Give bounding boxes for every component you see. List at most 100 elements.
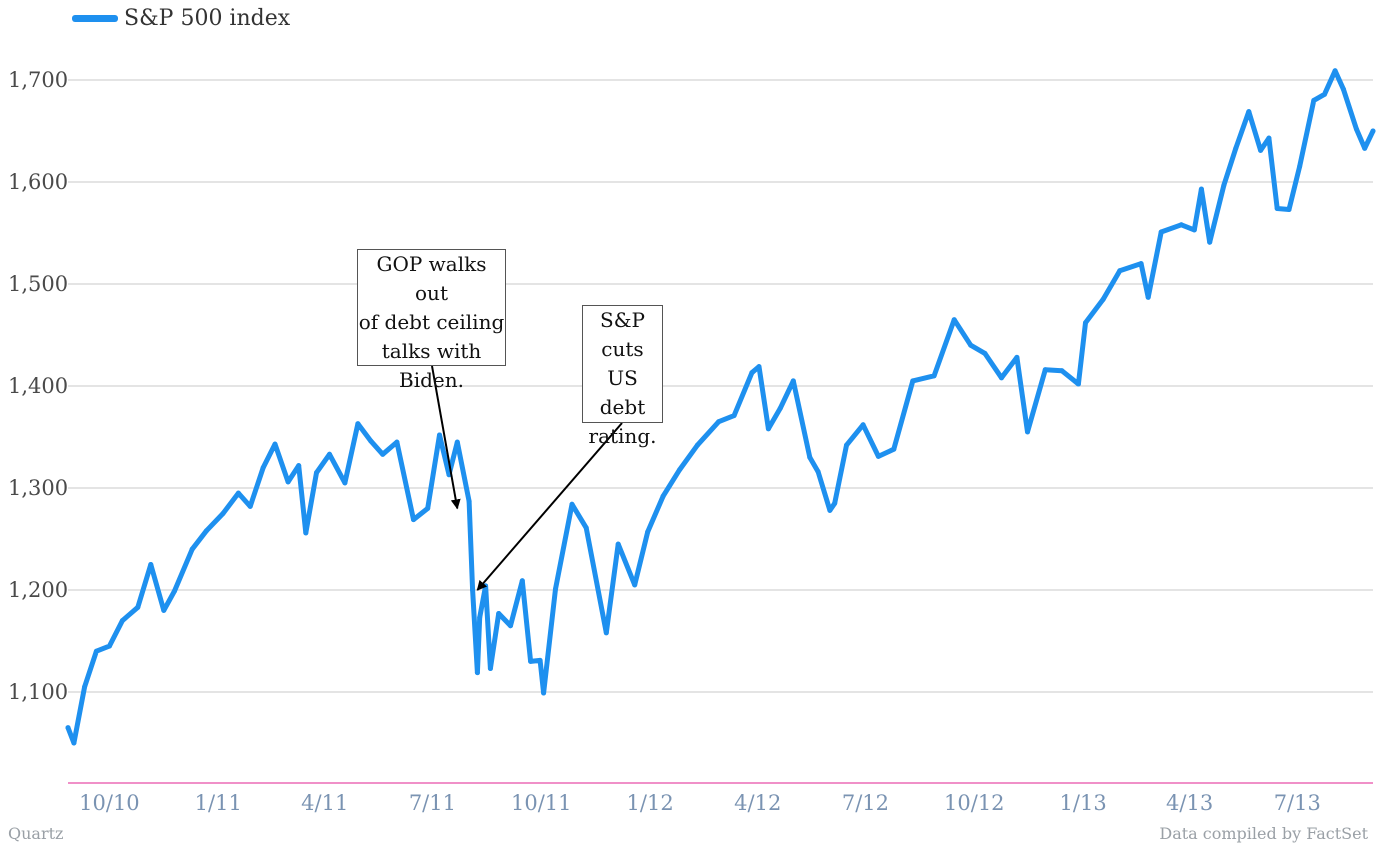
data-point <box>756 364 762 370</box>
data-point <box>148 562 154 567</box>
data-point <box>660 493 666 499</box>
data-point <box>1100 296 1106 302</box>
data-point <box>487 666 493 671</box>
y-axis-ticks: 1,100 1,200 1,300 1,400 1,500 1,600 1,700 <box>8 68 68 704</box>
data-point <box>603 630 609 636</box>
data-point <box>172 588 177 594</box>
data-point <box>1042 367 1048 373</box>
data-point <box>1332 68 1338 74</box>
data-point <box>815 469 821 475</box>
legend-label: S&P 500 index <box>124 6 291 31</box>
data-point <box>583 525 589 531</box>
data-point <box>1025 429 1030 435</box>
x-tick-label: 7/13 <box>1274 791 1321 815</box>
data-point <box>832 500 838 506</box>
data-point <box>454 439 460 445</box>
data-point <box>1258 147 1264 153</box>
annotation-arrows <box>431 365 623 591</box>
data-point <box>1297 164 1303 170</box>
data-point <box>807 454 813 460</box>
data-point <box>1322 91 1327 97</box>
data-point <box>910 378 916 384</box>
data-point <box>1083 320 1088 326</box>
x-tick-label: 10/12 <box>944 791 1005 815</box>
data-point <box>875 453 881 459</box>
data-point <box>470 587 476 593</box>
data-point <box>1191 227 1197 233</box>
data-point <box>541 690 547 696</box>
data-point <box>342 480 348 486</box>
x-tick-label: 10/10 <box>79 791 140 815</box>
data-point <box>968 342 974 348</box>
data-point <box>569 501 575 507</box>
data-point <box>477 615 483 620</box>
data-point <box>483 583 489 589</box>
x-tick-label: 1/13 <box>1060 791 1107 815</box>
data-point <box>1266 135 1272 141</box>
data-point <box>844 442 849 448</box>
x-tick-label: 10/11 <box>511 791 572 815</box>
x-tick-label: 1/12 <box>627 791 674 815</box>
x-tick-label: 4/13 <box>1166 791 1213 815</box>
y-tick-label: 1,500 <box>8 272 68 296</box>
data-point <box>247 503 253 509</box>
data-point <box>508 623 513 629</box>
data-point <box>860 422 866 428</box>
data-point <box>380 451 386 457</box>
data-point <box>1198 186 1204 192</box>
data-point <box>1059 368 1065 374</box>
data-point <box>694 442 700 448</box>
data-point <box>106 643 112 649</box>
data-point <box>891 446 897 452</box>
data-point <box>93 648 99 654</box>
data-point <box>615 541 621 547</box>
data-point <box>82 684 88 690</box>
gridlines <box>68 79 1373 693</box>
data-point <box>632 582 638 588</box>
series-points <box>65 68 1376 746</box>
data-point <box>951 317 957 323</box>
data-point <box>368 438 374 444</box>
x-tick-label: 7/11 <box>409 791 456 815</box>
data-point <box>537 657 543 663</box>
annotation-debt-ceiling: GOP walks out of debt ceiling talks with… <box>357 249 506 392</box>
data-point <box>765 426 771 432</box>
data-point <box>1138 261 1144 267</box>
y-tick-label: 1,300 <box>8 476 68 500</box>
data-point <box>982 350 988 356</box>
data-point <box>189 546 195 552</box>
data-point <box>553 586 558 592</box>
data-point <box>1286 207 1292 212</box>
data-point <box>1145 294 1151 300</box>
data-point <box>1075 381 1081 387</box>
y-tick-label: 1,400 <box>8 374 68 398</box>
x-tick-label: 4/11 <box>301 791 348 815</box>
y-tick-label: 1,200 <box>8 578 68 602</box>
series-line-sp500 <box>65 68 1376 746</box>
data-point <box>203 528 209 534</box>
data-point <box>1340 86 1346 92</box>
legend: S&P 500 index <box>72 6 290 31</box>
data-point <box>394 439 400 445</box>
data-point <box>645 529 651 535</box>
data-point <box>1233 145 1239 151</box>
annotation-arrow <box>431 365 461 510</box>
data-point <box>496 611 502 616</box>
data-point <box>272 441 278 447</box>
data-point <box>1353 126 1359 132</box>
data-point <box>285 479 291 485</box>
data-point <box>1362 145 1368 151</box>
data-point <box>65 725 71 731</box>
data-point <box>466 498 472 504</box>
data-point <box>1221 182 1227 188</box>
data-point <box>777 405 783 411</box>
data-point <box>314 470 319 476</box>
source-right: Data compiled by FactSet <box>1159 824 1368 843</box>
annotation-sp-downgrade: S&P cuts US debt rating. <box>582 305 663 448</box>
data-point <box>731 413 737 419</box>
data-point <box>235 490 241 496</box>
data-point <box>716 419 722 425</box>
data-point <box>425 505 431 511</box>
annotation-arrow <box>476 422 623 591</box>
